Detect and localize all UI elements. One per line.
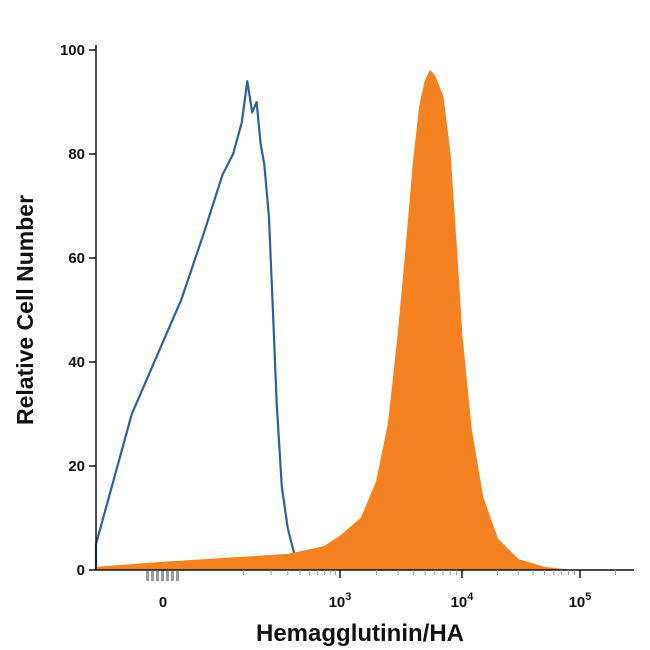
y-tick-label: 0 [77, 562, 85, 579]
zero-region-tick-cluster [166, 571, 169, 581]
zero-region-tick-cluster [161, 571, 164, 581]
x-axis-title: Hemagglutinin/HA [256, 620, 464, 647]
y-tick-label: 40 [68, 354, 85, 371]
isotype-histogram-outline [94, 80, 325, 572]
zero-region-tick-cluster [176, 571, 179, 581]
y-tick-label: 20 [68, 458, 85, 475]
y-tick-label: 60 [68, 250, 85, 267]
x-tick-label: 105 [569, 591, 592, 611]
zero-region-tick-cluster [156, 571, 159, 581]
y-axis-title: Relative Cell Number [12, 195, 38, 425]
x-tick-label: 0 [159, 594, 167, 611]
zero-region-tick-cluster [171, 571, 174, 581]
x-tick-label: 104 [451, 591, 475, 611]
y-tick-label: 100 [60, 42, 85, 59]
zero-region-tick-cluster [151, 571, 154, 581]
x-tick-label: 103 [329, 591, 352, 611]
zero-region-tick-cluster [146, 571, 149, 581]
y-tick-label: 80 [68, 146, 85, 163]
plot-area: 0 20 40 60 80 100 0 103 104 105 [60, 42, 634, 611]
stained-histogram-area [95, 69, 569, 571]
